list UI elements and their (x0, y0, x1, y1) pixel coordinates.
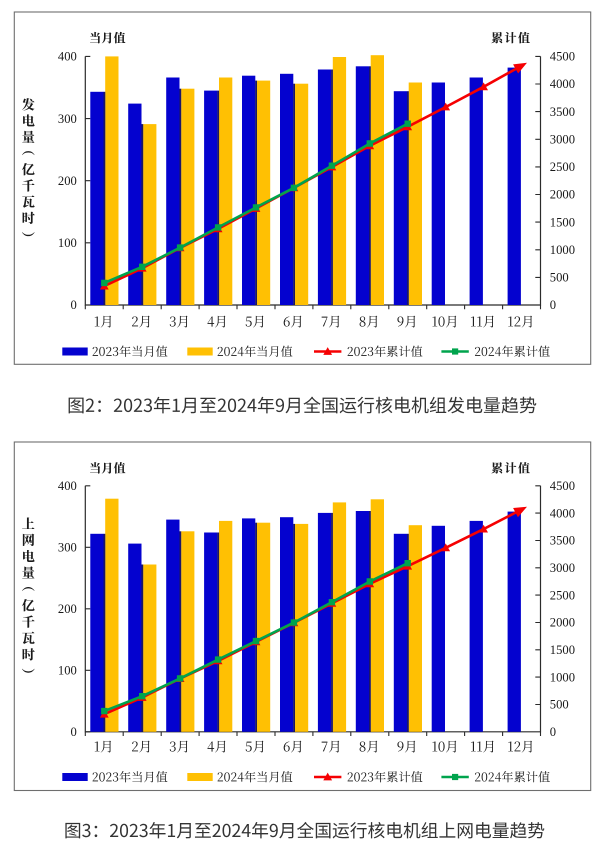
svg-text:200: 200 (58, 602, 77, 616)
svg-text:1500: 1500 (550, 215, 575, 229)
svg-text:400: 400 (58, 50, 77, 64)
svg-text:400: 400 (58, 479, 77, 493)
svg-text:300: 300 (58, 112, 77, 126)
svg-text:2000: 2000 (550, 188, 575, 202)
svg-text:4500: 4500 (550, 50, 575, 64)
svg-text:4000: 4000 (550, 77, 575, 91)
svg-text:3500: 3500 (550, 534, 575, 548)
svg-text:2500: 2500 (550, 160, 575, 174)
svg-text:0: 0 (550, 725, 556, 739)
svg-text:3000: 3000 (550, 561, 575, 575)
svg-text:500: 500 (550, 271, 569, 285)
svg-text:500: 500 (550, 698, 569, 712)
svg-text:4000: 4000 (550, 506, 575, 520)
svg-text:1500: 1500 (550, 643, 575, 657)
svg-text:200: 200 (58, 174, 77, 188)
svg-text:4500: 4500 (550, 479, 575, 493)
svg-text:100: 100 (58, 664, 77, 678)
svg-text:100: 100 (58, 236, 77, 250)
svg-text:2000: 2000 (550, 616, 575, 630)
svg-text:1000: 1000 (550, 670, 575, 684)
svg-text:2500: 2500 (550, 588, 575, 602)
svg-text:1000: 1000 (550, 243, 575, 257)
svg-text:0: 0 (550, 298, 556, 312)
svg-text:3500: 3500 (550, 105, 575, 119)
svg-text:3000: 3000 (550, 133, 575, 147)
svg-text:0: 0 (71, 725, 77, 739)
svg-text:0: 0 (71, 298, 77, 312)
svg-text:300: 300 (58, 541, 77, 555)
